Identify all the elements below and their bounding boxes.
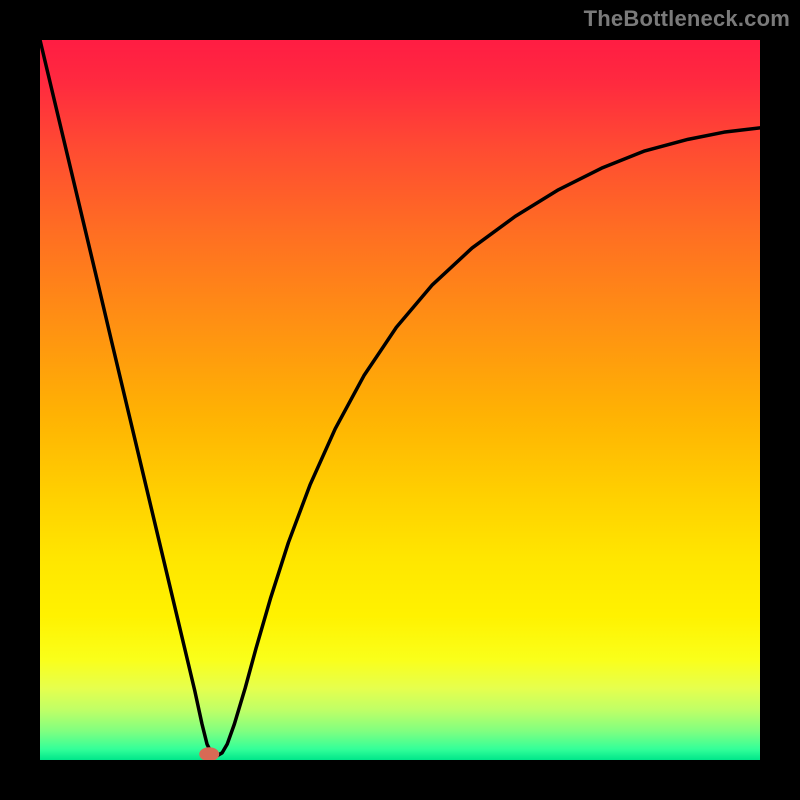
watermark-text: TheBottleneck.com bbox=[584, 6, 790, 32]
chart-outer-frame: TheBottleneck.com bbox=[0, 0, 800, 800]
chart-plot-area bbox=[40, 40, 760, 760]
chart-svg bbox=[40, 40, 760, 760]
